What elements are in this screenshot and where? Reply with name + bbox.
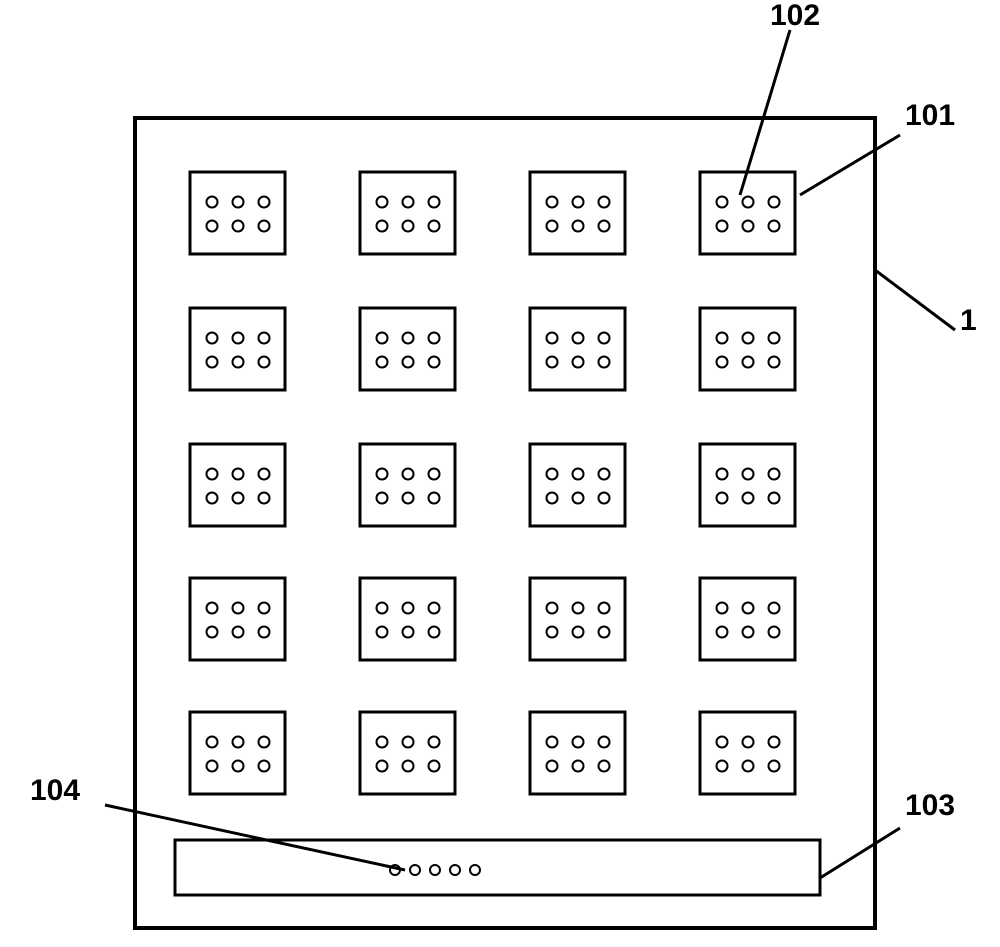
- callout-label-l102: 102: [770, 0, 820, 32]
- callout-label-l103: 103: [905, 789, 955, 822]
- callout-label-l1: 1: [960, 304, 977, 337]
- canvas-bg: [0, 0, 1000, 947]
- braille-device-diagram: 102 101 1 103 104: [0, 0, 1000, 947]
- callout-label-l101: 101: [905, 99, 955, 132]
- callout-label-l104: 104: [30, 774, 80, 807]
